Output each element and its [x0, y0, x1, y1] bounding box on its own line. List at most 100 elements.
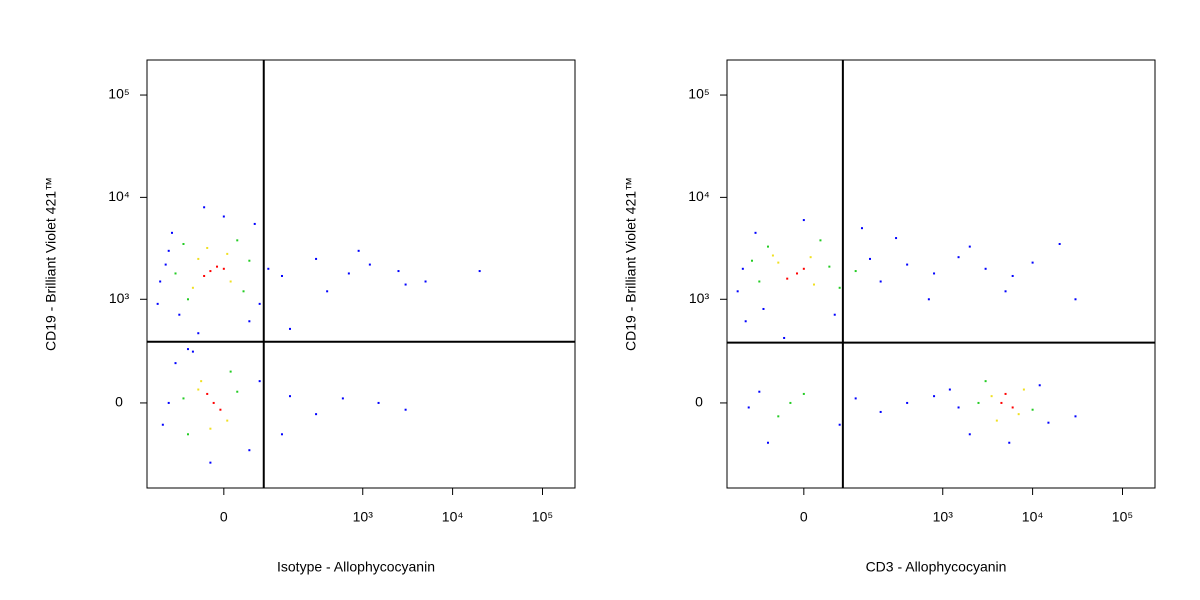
point [812, 283, 815, 286]
point [802, 392, 805, 395]
x-axis-label: Isotype - Allophycocyanin [277, 559, 435, 575]
point [736, 290, 739, 293]
point [933, 395, 936, 398]
point [161, 423, 164, 426]
point [229, 370, 232, 373]
point [1017, 413, 1020, 416]
point [209, 270, 212, 273]
point [186, 298, 189, 301]
point [478, 270, 481, 273]
y-tick-label: 10⁴ [688, 188, 710, 204]
point [1074, 415, 1077, 418]
point [741, 267, 744, 270]
point [933, 272, 936, 275]
point [159, 280, 162, 283]
point [280, 433, 283, 436]
point [957, 406, 960, 409]
point [744, 320, 747, 323]
point [186, 433, 189, 436]
point [164, 263, 167, 266]
point [242, 290, 245, 293]
point [357, 249, 360, 252]
point [758, 390, 761, 393]
point [747, 406, 750, 409]
point [754, 231, 757, 234]
x-tick-label: 10⁵ [532, 509, 553, 525]
point [786, 277, 789, 280]
point [854, 270, 857, 273]
y-axis-label: CD19 - Brilliant Violet 421™ [623, 177, 639, 351]
y-tick-label: 10³ [689, 290, 710, 306]
point [796, 272, 799, 275]
point [984, 267, 987, 270]
point [1031, 261, 1034, 264]
point [209, 461, 212, 464]
x-tick-label: 10⁵ [1112, 509, 1133, 525]
point [248, 259, 251, 262]
point [288, 395, 291, 398]
point [258, 380, 261, 383]
point [174, 272, 177, 275]
point [895, 237, 898, 240]
point [229, 280, 232, 283]
point [267, 267, 270, 270]
point [315, 257, 318, 260]
point [197, 388, 200, 391]
y-tick-label: 10³ [109, 290, 130, 306]
point [968, 433, 971, 436]
point [1011, 406, 1014, 409]
point [1011, 274, 1014, 277]
point [206, 246, 209, 249]
point [995, 419, 998, 422]
point [203, 274, 206, 277]
y-tick-label: 0 [695, 394, 703, 410]
point [990, 395, 993, 398]
point [750, 259, 753, 262]
point [1058, 242, 1061, 245]
point [802, 267, 805, 270]
point [906, 263, 909, 266]
x-tick-label: 10³ [933, 509, 954, 525]
point [404, 408, 407, 411]
point [789, 401, 792, 404]
point [1004, 392, 1007, 395]
y-axis-label: CD19 - Brilliant Violet 421™ [43, 177, 59, 351]
y-tick-label: 10⁵ [688, 86, 709, 102]
point [182, 397, 185, 400]
point [182, 242, 185, 245]
point [1038, 384, 1041, 387]
point [174, 362, 177, 365]
point [1022, 388, 1025, 391]
point [197, 257, 200, 260]
x-tick-label: 0 [800, 509, 808, 525]
point [347, 272, 350, 275]
point [203, 206, 206, 209]
y-tick-label: 10⁴ [108, 188, 130, 204]
point [1074, 298, 1077, 301]
point [424, 280, 427, 283]
point [927, 298, 930, 301]
point [212, 401, 215, 404]
point [833, 313, 836, 316]
x-tick-label: 0 [220, 509, 228, 525]
point [326, 290, 329, 293]
point [984, 380, 987, 383]
point [762, 307, 765, 310]
point [341, 397, 344, 400]
point [206, 392, 209, 395]
point [766, 441, 769, 444]
point [167, 401, 170, 404]
point [226, 419, 229, 422]
point [236, 390, 239, 393]
x-axis-label: CD3 - Allophycocyanin [866, 559, 1007, 575]
point [397, 270, 400, 273]
point [828, 265, 831, 268]
point [186, 348, 189, 351]
point [191, 350, 194, 353]
point [783, 336, 786, 339]
point [777, 261, 780, 264]
point [253, 222, 256, 225]
point [191, 286, 194, 289]
point [368, 263, 371, 266]
